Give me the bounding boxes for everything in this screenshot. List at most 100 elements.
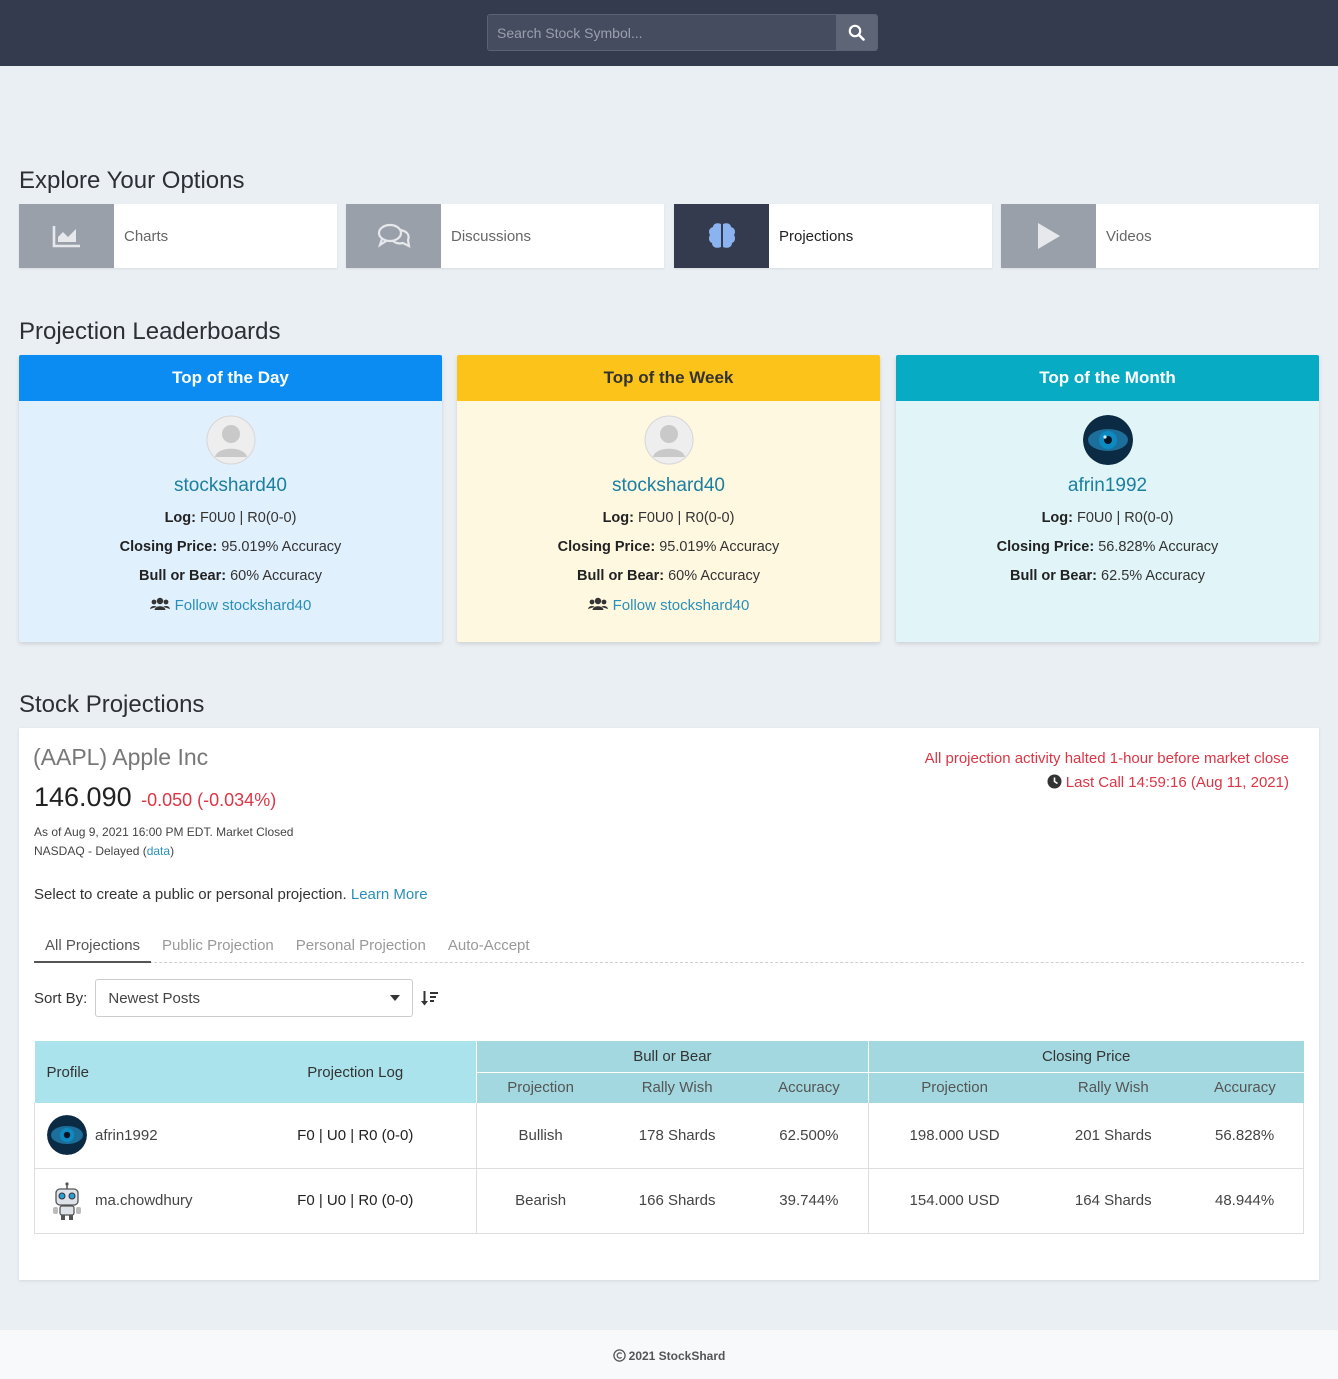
sort-select[interactable]: Newest Posts [95, 979, 414, 1017]
tab-personal-projection[interactable]: Personal Projection [295, 937, 426, 954]
tile-label: Discussions [451, 227, 532, 245]
top-navbar [0, 0, 1338, 66]
follow-link[interactable]: Follow stockshard40 [19, 597, 442, 614]
eye-avatar-icon [47, 1115, 87, 1156]
tab-public-projection[interactable]: Public Projection [162, 937, 274, 954]
tab-auto-accept[interactable]: Auto-Accept [447, 937, 530, 954]
header-bb-rally-wish: Rally Wish [604, 1071, 751, 1103]
tile-charts[interactable]: Charts [19, 204, 337, 268]
brain-icon [708, 223, 735, 248]
tile-label: Charts [124, 227, 169, 245]
exchange-end: ) [170, 844, 175, 858]
as-of-text: As of Aug 9, 2021 16:00 PM EDT. Market C… [34, 825, 294, 839]
row-bb-projection: Bearish [476, 1168, 605, 1234]
closing-label: Closing Price: [557, 539, 656, 555]
tile-label: Projections [779, 227, 854, 245]
copyright-icon [612, 1349, 626, 1362]
projection-tabs: All Projections Public Projection Person… [34, 933, 1304, 963]
header-bb-accuracy: Accuracy [750, 1071, 869, 1103]
row-username[interactable]: ma.chowdhury [95, 1192, 193, 1209]
last-call: Last Call 14:59:16 (Aug 11, 2021) [1065, 774, 1289, 791]
comments-icon [377, 223, 410, 248]
closing-value: 95.019% Accuracy [659, 539, 780, 555]
row-cp-rally-wish: 201 Shards [1040, 1103, 1187, 1169]
search-button[interactable] [836, 15, 877, 50]
sort-by-row: Sort By: Newest Posts [34, 979, 439, 1017]
row-bb-accuracy: 62.500% [750, 1103, 869, 1169]
quote-info: As of Aug 9, 2021 16:00 PM EDT. Market C… [34, 823, 293, 861]
card-heading: Top of the Month [896, 355, 1319, 401]
follow-link[interactable]: Follow stockshard40 [457, 597, 880, 614]
bull-value: 62.5% Accuracy [1101, 568, 1206, 584]
row-cp-accuracy: 56.828% [1186, 1103, 1305, 1169]
row-username[interactable]: afrin1992 [95, 1126, 158, 1144]
log-value: F0U0 | R0(0-0) [1077, 510, 1174, 526]
sort-label: Sort By: [34, 989, 88, 1007]
search-input[interactable] [488, 15, 836, 50]
closing-value: 95.019% Accuracy [221, 539, 342, 555]
bull-value: 60% Accuracy [668, 568, 760, 584]
card-username[interactable]: afrin1992 [1067, 475, 1148, 496]
tile-discussions[interactable]: Discussions [346, 204, 664, 268]
card-heading: Top of the Week [457, 355, 880, 401]
explore-title: Explore Your Options [19, 167, 245, 194]
projections-table: Profile Projection Log Bull or Bear Clos… [34, 1041, 1305, 1234]
table-row: ma.chowdhury F0 | U0 | R0 (0-0) Bearish … [34, 1168, 1305, 1234]
halt-notice: All projection activity halted 1-hour be… [924, 750, 1289, 767]
row-log: F0 | U0 | R0 (0-0) [234, 1168, 477, 1234]
default-avatar-icon [644, 415, 693, 465]
closing-value: 56.828% Accuracy [1098, 539, 1219, 555]
card-username[interactable]: stockshard40 [611, 475, 725, 496]
robot-avatar-icon [47, 1180, 87, 1221]
search-bar [487, 14, 878, 51]
row-cp-rally-wish: 164 Shards [1040, 1168, 1187, 1234]
leaderboards-title: Projection Leaderboards [19, 318, 281, 345]
header-cp-projection: Projection [867, 1071, 1041, 1103]
tile-videos[interactable]: Videos [1001, 204, 1319, 268]
log-label: Log: [164, 510, 196, 526]
caret-down-icon [390, 995, 401, 1001]
bull-label: Bull or Bear: [139, 568, 227, 584]
clock-icon [1047, 774, 1062, 789]
stock-price-line: 146.090 -0.050 (-0.034%) [34, 782, 276, 813]
header-projection-log: Projection Log [234, 1041, 477, 1103]
row-log: F0 | U0 | R0 (0-0) [234, 1103, 477, 1169]
table-row: afrin1992 F0 | U0 | R0 (0-0) Bullish 178… [34, 1103, 1305, 1169]
header-closing-price: Closing Price [867, 1041, 1304, 1072]
header-bb-projection: Projection [476, 1071, 605, 1103]
card-username[interactable]: stockshard40 [173, 475, 287, 496]
tab-all-projections[interactable]: All Projections [34, 933, 152, 963]
sort-order-icon[interactable] [421, 990, 439, 1006]
prompt-text: Select to create a public or personal pr… [34, 886, 347, 903]
row-bb-rally-wish: 178 Shards [604, 1103, 751, 1169]
closing-label: Closing Price: [996, 539, 1095, 555]
price-change: -0.050 (-0.034%) [141, 790, 277, 810]
default-avatar-icon [206, 415, 255, 465]
stock-projections-title: Stock Projections [19, 691, 205, 718]
leaderboard-month-card: Top of the Month afrin1992 Log: F0U0 | R… [896, 355, 1319, 642]
stock-panel: (AAPL) Apple Inc 146.090 -0.050 (-0.034%… [19, 728, 1319, 1280]
footer: 2021 StockShard [0, 1330, 1338, 1379]
tile-label: Videos [1106, 227, 1152, 245]
data-link[interactable]: data [146, 844, 171, 858]
eye-avatar-icon [1082, 415, 1133, 465]
log-label: Log: [602, 510, 634, 526]
row-bb-rally-wish: 166 Shards [604, 1168, 751, 1234]
learn-more-link[interactable]: Learn More [350, 886, 428, 903]
log-label: Log: [1041, 510, 1073, 526]
tile-projections[interactable]: Projections [674, 204, 992, 268]
stock-name: (AAPL) Apple Inc [33, 744, 209, 770]
bull-label: Bull or Bear: [577, 568, 665, 584]
row-cp-projection: 198.000 USD [867, 1103, 1041, 1169]
bull-value: 60% Accuracy [230, 568, 322, 584]
header-cp-accuracy: Accuracy [1186, 1071, 1304, 1103]
header-bull-or-bear: Bull or Bear [476, 1041, 869, 1072]
stock-price: 146.090 [34, 782, 132, 812]
users-icon [587, 597, 608, 610]
follow-label: Follow stockshard40 [174, 597, 312, 614]
follow-label: Follow stockshard40 [612, 597, 750, 614]
header-profile: Profile [34, 1041, 235, 1103]
halt-notice-block: All projection activity halted 1-hour be… [925, 747, 1289, 795]
chart-area-icon [52, 226, 80, 248]
row-cp-accuracy: 48.944% [1186, 1168, 1305, 1234]
